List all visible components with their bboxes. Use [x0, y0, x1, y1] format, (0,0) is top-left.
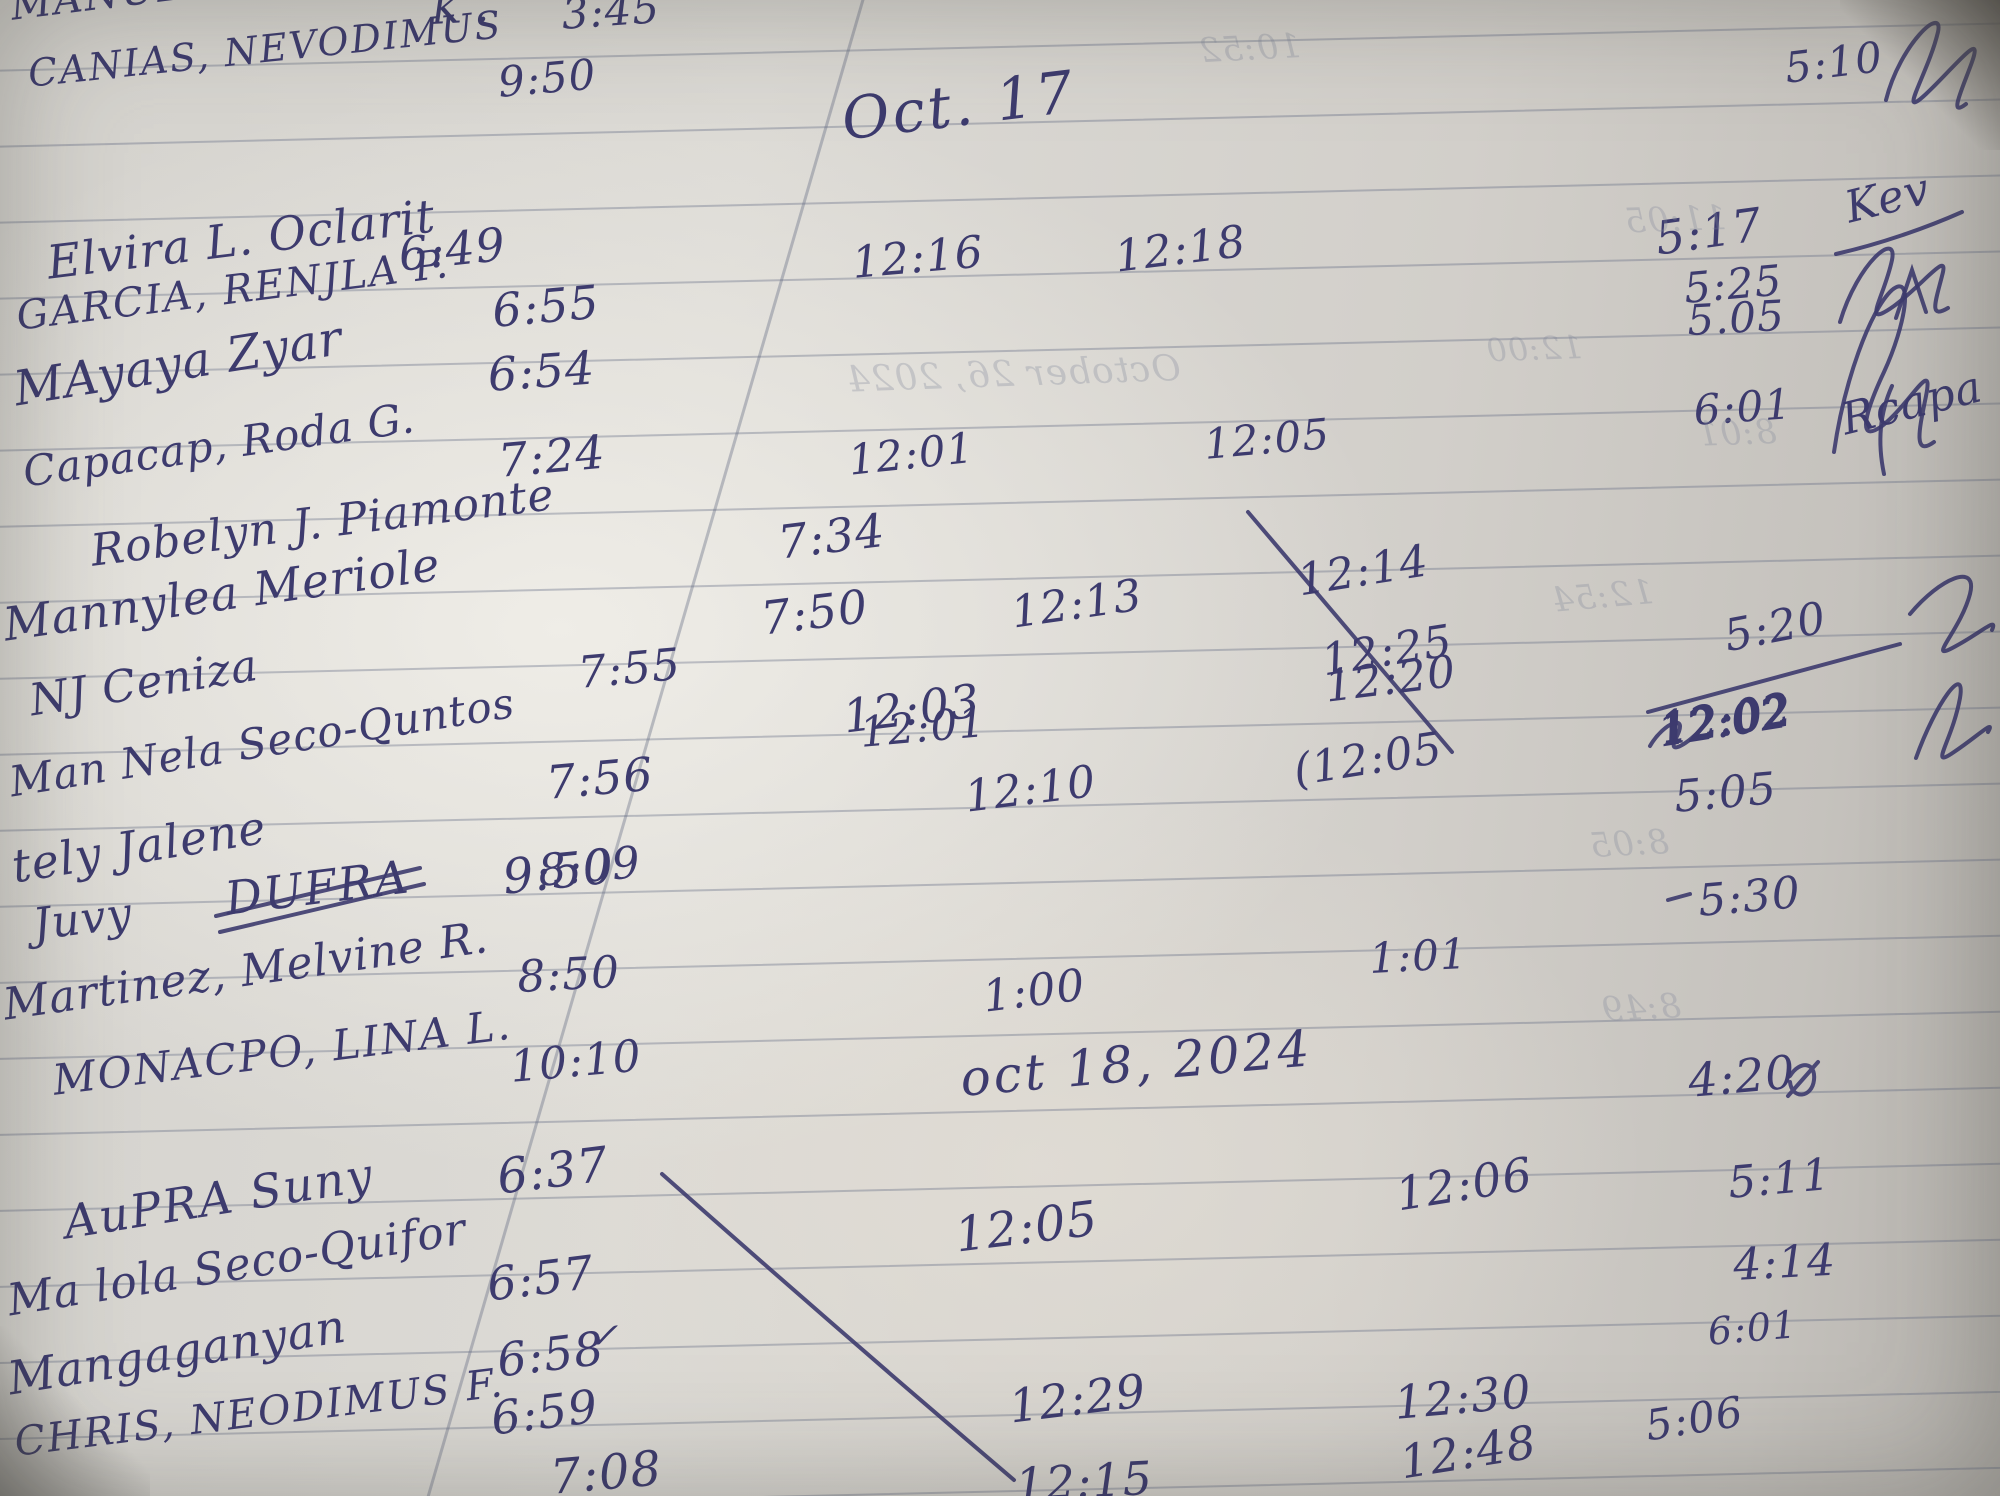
photo-shadow-corner [0, 1326, 150, 1496]
time-entry: ✓ [588, 1316, 620, 1357]
photo-shadow-corner [1840, 0, 2000, 150]
